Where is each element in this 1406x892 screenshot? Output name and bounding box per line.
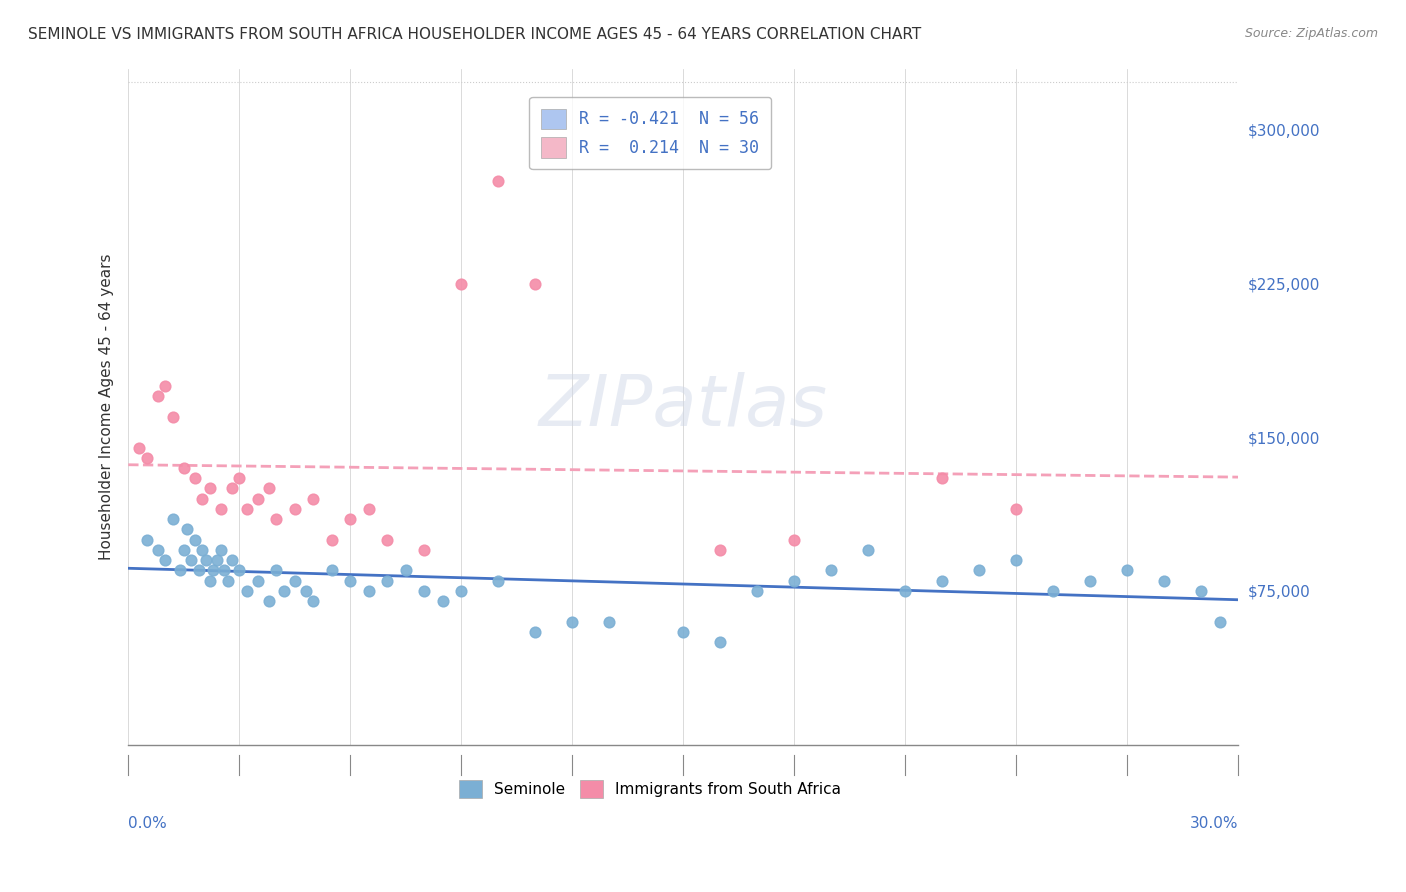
Point xyxy=(321,533,343,547)
Point xyxy=(257,594,280,608)
Point xyxy=(194,553,217,567)
Point xyxy=(235,502,257,516)
Y-axis label: Householder Income Ages 45 - 64 years: Householder Income Ages 45 - 64 years xyxy=(100,253,114,560)
Point xyxy=(228,563,250,577)
Point xyxy=(450,583,472,598)
Point xyxy=(709,543,731,558)
Point xyxy=(180,553,202,567)
Point xyxy=(432,594,454,608)
Point xyxy=(1042,583,1064,598)
Point xyxy=(302,594,325,608)
Point xyxy=(561,615,583,629)
Point xyxy=(184,533,207,547)
Point xyxy=(413,543,436,558)
Legend: Seminole, Immigrants from South Africa: Seminole, Immigrants from South Africa xyxy=(453,773,848,805)
Point xyxy=(162,512,184,526)
Point xyxy=(284,574,307,588)
Point xyxy=(339,512,361,526)
Text: Source: ZipAtlas.com: Source: ZipAtlas.com xyxy=(1244,27,1378,40)
Point xyxy=(176,523,198,537)
Point xyxy=(155,379,177,393)
Point xyxy=(339,574,361,588)
Point xyxy=(969,563,991,577)
Point xyxy=(709,635,731,649)
Point xyxy=(413,583,436,598)
Point xyxy=(1080,574,1102,588)
Point xyxy=(1005,553,1028,567)
Point xyxy=(747,583,769,598)
Point xyxy=(295,583,318,598)
Point xyxy=(169,563,191,577)
Point xyxy=(357,583,380,598)
Point xyxy=(1116,563,1139,577)
Point xyxy=(1209,615,1232,629)
Point xyxy=(266,512,288,526)
Point xyxy=(217,574,239,588)
Point xyxy=(202,563,225,577)
Point xyxy=(450,277,472,291)
Point xyxy=(198,482,221,496)
Point xyxy=(524,277,547,291)
Point xyxy=(1005,502,1028,516)
Point xyxy=(162,409,184,424)
Point xyxy=(1191,583,1213,598)
Point xyxy=(221,482,243,496)
Point xyxy=(266,563,288,577)
Point xyxy=(221,553,243,567)
Point xyxy=(235,583,257,598)
Point xyxy=(191,543,214,558)
Point xyxy=(931,574,953,588)
Point xyxy=(146,543,169,558)
Point xyxy=(486,574,509,588)
Point xyxy=(205,553,228,567)
Point xyxy=(820,563,842,577)
Point xyxy=(146,389,169,403)
Point xyxy=(894,583,917,598)
Point xyxy=(135,533,157,547)
Point xyxy=(246,574,269,588)
Text: 0.0%: 0.0% xyxy=(128,816,167,831)
Point xyxy=(191,491,214,506)
Point xyxy=(321,563,343,577)
Point xyxy=(672,624,695,639)
Text: ZIPatlas: ZIPatlas xyxy=(538,372,828,441)
Point xyxy=(931,471,953,485)
Text: SEMINOLE VS IMMIGRANTS FROM SOUTH AFRICA HOUSEHOLDER INCOME AGES 45 - 64 YEARS C: SEMINOLE VS IMMIGRANTS FROM SOUTH AFRICA… xyxy=(28,27,921,42)
Point xyxy=(375,574,398,588)
Text: 30.0%: 30.0% xyxy=(1189,816,1239,831)
Point xyxy=(858,543,880,558)
Point xyxy=(783,533,806,547)
Point xyxy=(783,574,806,588)
Point xyxy=(214,563,236,577)
Point xyxy=(524,624,547,639)
Point xyxy=(187,563,209,577)
Point xyxy=(273,583,295,598)
Point xyxy=(357,502,380,516)
Point xyxy=(1153,574,1175,588)
Point xyxy=(209,502,232,516)
Point xyxy=(173,461,195,475)
Point xyxy=(486,174,509,188)
Point xyxy=(246,491,269,506)
Point xyxy=(302,491,325,506)
Point xyxy=(184,471,207,485)
Point xyxy=(155,553,177,567)
Point xyxy=(228,471,250,485)
Point xyxy=(173,543,195,558)
Point xyxy=(209,543,232,558)
Point xyxy=(257,482,280,496)
Point xyxy=(375,533,398,547)
Point xyxy=(284,502,307,516)
Point xyxy=(128,441,150,455)
Point xyxy=(135,450,157,465)
Point xyxy=(198,574,221,588)
Point xyxy=(598,615,620,629)
Point xyxy=(395,563,418,577)
